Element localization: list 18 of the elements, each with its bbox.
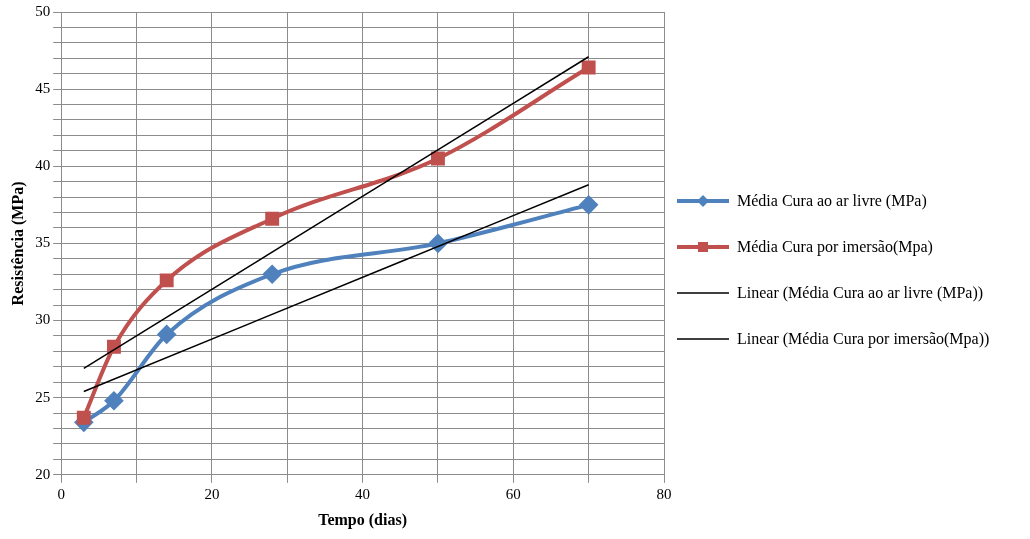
y-tick-label: 25 (35, 388, 51, 405)
x-tick-label: 0 (57, 485, 65, 502)
legend-label: Média Cura ao ar livre (MPa) (737, 190, 927, 211)
x-tick-label: 20 (204, 485, 220, 502)
y-tick-label: 20 (35, 465, 51, 482)
y-tick-label: 30 (35, 311, 51, 328)
y-axis-title: Resistência (MPa) (8, 181, 27, 306)
y-tick-label: 40 (35, 157, 51, 174)
x-tick-label: 80 (656, 485, 672, 502)
y-tick-label: 35 (35, 234, 51, 251)
legend-label: Média Cura por imersão(Mpa) (737, 236, 933, 257)
x-tick-label: 40 (355, 485, 371, 502)
x-tick-label: 60 (505, 485, 521, 502)
x-axis-title: Tempo (dias) (318, 510, 407, 529)
legend-label: Linear (Média Cura ao ar livre (MPa)) (737, 282, 984, 303)
y-tick-label: 45 (35, 80, 51, 97)
y-tick-label: 50 (35, 2, 51, 19)
legend-label: Linear (Média Cura por imersão(Mpa)) (737, 328, 990, 349)
